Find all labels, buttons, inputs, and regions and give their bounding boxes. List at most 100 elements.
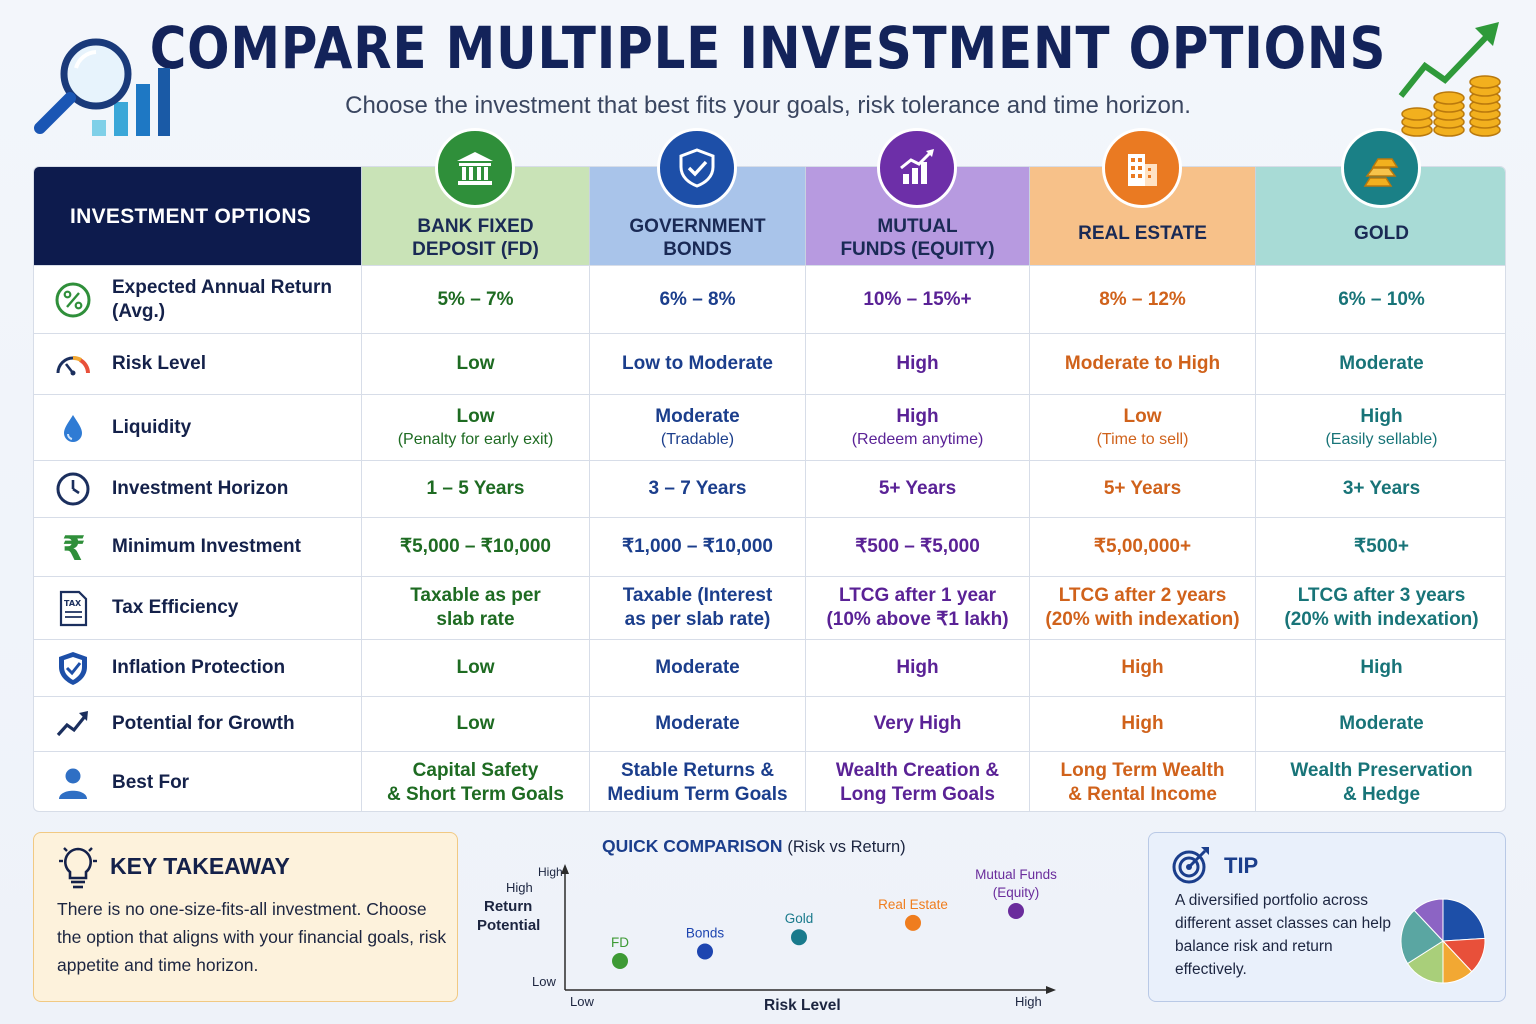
table-row: ₹ Minimum Investment ₹5,000 – ₹10,000 ₹1,00… (34, 517, 1505, 576)
table-cell: Low (362, 334, 590, 394)
shield-icon (657, 128, 737, 208)
column-label: GOLD (1354, 223, 1409, 244)
table-cell: Moderate (590, 697, 806, 751)
cell-value: LTCG after 2 years (20% with indexation) (1045, 585, 1240, 630)
table-cell: Moderate (590, 640, 806, 696)
cell-value: Low to Moderate (622, 353, 773, 374)
table-row: Risk Level Low Low to Moderate High Moderate… (34, 333, 1505, 394)
cell-note: (Time to sell) (1096, 430, 1189, 448)
row-label-text: Liquidity (112, 416, 192, 438)
table-cell: ₹5,000 – ₹10,000 (362, 518, 590, 576)
cell-value: LTCG after 3 years (20% with indexation) (1284, 585, 1479, 630)
table-cell: Stable Returns & Medium Term Goals (590, 752, 806, 811)
table-cell: High (1256, 640, 1505, 696)
cell-value: High (1121, 713, 1164, 734)
column-label: BANK FIXED DEPOSIT (FD) (412, 216, 539, 260)
column-label: MUTUAL FUNDS (EQUITY) (840, 216, 995, 260)
row-label: Risk Level (34, 334, 362, 394)
table-cell: Capital Safety & Short Term Goals (362, 752, 590, 811)
cell-note: (Tradable) (660, 430, 735, 448)
table-cell: Moderate to High (1030, 334, 1256, 394)
pie-chart-icon (1400, 898, 1486, 984)
takeaway-body: There is no one-size-fits-all investment… (57, 899, 447, 975)
table-cell: 1 – 5 Years (362, 461, 590, 517)
svg-text:₹: ₹ (62, 529, 86, 566)
table-cell: Low (362, 640, 590, 696)
table-cell: LTCG after 1 year (10% above ₹1 lakh) (806, 577, 1030, 639)
quick-comparison-chart: QUICK COMPARISON (Risk vs Return) High H… (474, 830, 1074, 1022)
cell-value: ₹5,00,000+ (1093, 536, 1192, 557)
scatter-point (1008, 903, 1024, 919)
table-cell: High (1030, 640, 1256, 696)
table-cell: High (806, 334, 1030, 394)
coins-growth-icon (1398, 22, 1501, 137)
cell-value: Stable Returns & Medium Term Goals (607, 759, 788, 805)
table-cell: ₹500+ (1256, 518, 1505, 576)
table-cell: 3 – 7 Years (590, 461, 806, 517)
row-label-text: Expected Annual Return (Avg.) (112, 276, 332, 322)
magnifier-chart-icon (34, 38, 170, 136)
cell-value: High (896, 353, 939, 374)
table-row: Potential for Growth Low Moderate Very High… (34, 696, 1505, 751)
cell-value: 5+ Years (878, 478, 957, 499)
percent-icon (34, 281, 112, 319)
table-cell: 6% – 10% (1256, 266, 1505, 333)
table-cell: 6% – 8% (590, 266, 806, 333)
cell-value: 10% – 15%+ (863, 288, 972, 310)
svg-text:TAX: TAX (64, 599, 82, 608)
cell-value: Wealth Creation & Long Term Goals (835, 759, 1000, 805)
column-label: REAL ESTATE (1078, 223, 1207, 244)
table-cell: Taxable (Interest as per slab rate) (590, 577, 806, 639)
table-cell: ₹5,00,000+ (1030, 518, 1256, 576)
scatter-point (905, 914, 921, 931)
building-icon (1102, 128, 1182, 208)
table-cell: Moderate (1256, 334, 1505, 394)
cell-value: Capital Safety & Short Term Goals (386, 759, 564, 805)
table-row: Liquidity Low (Penalty for early exit) Mode… (34, 394, 1505, 460)
table-row: Investment Horizon 1 – 5 Years 3 – 7 Years… (34, 460, 1505, 517)
table-row: Expected Annual Return (Avg.) 5% – 7% 6% –… (34, 265, 1505, 333)
table-row: TAX Tax Efficiency Taxable as per slab rat… (34, 576, 1505, 639)
pie-slice (1442, 898, 1486, 942)
shield-check-icon (34, 649, 112, 687)
tip-title: TIP (1224, 853, 1259, 878)
cell-value: High (896, 405, 939, 427)
table-cell: High (Redeem anytime) (806, 395, 1030, 460)
water-drop-icon (34, 409, 112, 447)
table-cell: ₹500 – ₹5,000 (806, 518, 1030, 576)
cell-value: 3+ Years (1342, 478, 1421, 499)
cell-value: Moderate (655, 713, 740, 734)
page-title: COMPARE MULTIPLE INVESTMENT OPTIONS (149, 14, 1387, 82)
row-label: ₹ Minimum Investment (34, 518, 362, 576)
cell-note: (Penalty for early exit) (397, 430, 554, 448)
chart-title-main: QUICK COMPARISON (602, 836, 783, 856)
cell-value: 5+ Years (1103, 478, 1182, 499)
cell-value: Moderate (655, 657, 740, 678)
row-label-text: Inflation Protection (112, 657, 286, 678)
x-low-tick: Low (570, 994, 594, 1009)
pie-slice (1413, 898, 1444, 943)
cell-value: Moderate (1339, 353, 1424, 374)
growth-chart-icon (877, 128, 957, 208)
cell-value: Low (456, 353, 495, 374)
rupee-icon: ₹ (34, 528, 112, 566)
scatter-point (612, 953, 628, 969)
pie-slice (1400, 909, 1444, 965)
cell-value: Taxable (Interest as per slab rate) (622, 585, 773, 630)
table-row: Best For Capital Safety & Short Term Goal… (34, 751, 1505, 811)
key-takeaway-box: KEY TAKEAWAY There is no one-size-fits-a… (33, 832, 458, 1002)
tip-body: A diversified portfolio across different… (1175, 892, 1391, 978)
cell-value: ₹5,000 – ₹10,000 (400, 536, 551, 557)
row-label: Inflation Protection (34, 640, 362, 696)
page-subtitle: Choose the investment that best fits you… (345, 92, 1191, 119)
x-high-tick: High (1015, 994, 1042, 1009)
point-label: Mutual Funds (975, 867, 1057, 882)
table-cell: Wealth Creation & Long Term Goals (806, 752, 1030, 811)
gauge-icon (34, 345, 112, 383)
row-label: Liquidity (34, 395, 362, 460)
clock-icon (34, 470, 112, 508)
row-label-text: Tax Efficiency (112, 597, 239, 618)
cell-value: High (1121, 657, 1164, 678)
cell-value: Low (456, 657, 495, 678)
table-cell: 10% – 15%+ (806, 266, 1030, 333)
